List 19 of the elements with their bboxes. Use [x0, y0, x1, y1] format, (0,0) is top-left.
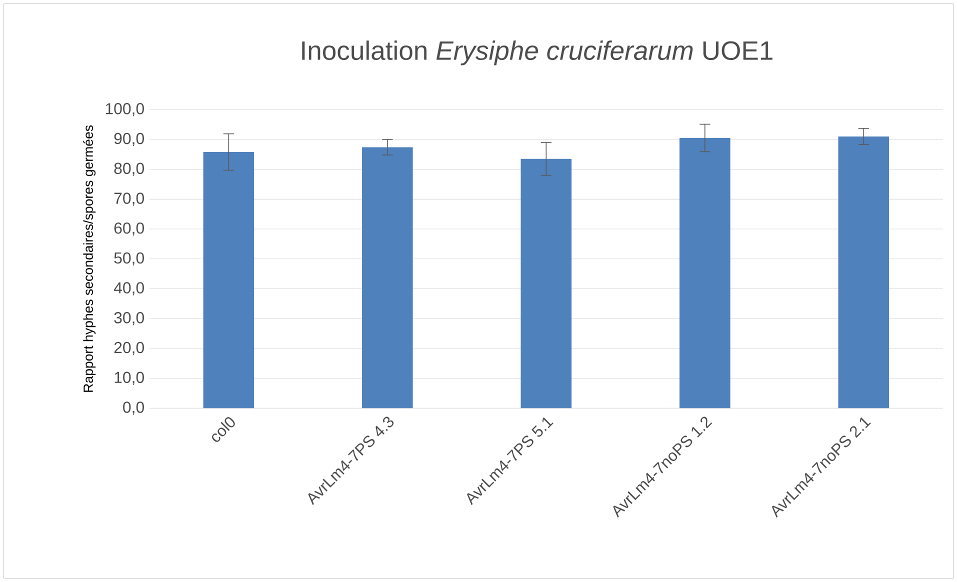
y-tick-label: 40,0: [114, 282, 144, 296]
y-tick-label: 80,0: [114, 162, 144, 176]
bar: [362, 147, 413, 408]
y-tick-label: 50,0: [114, 252, 144, 266]
bar: [520, 158, 572, 408]
bar: [680, 138, 730, 408]
bar: [203, 152, 254, 408]
y-tick-label: 100,0: [106, 103, 144, 116]
x-tick-label: col0: [212, 417, 235, 442]
y-tick-label: 10,0: [114, 372, 144, 385]
y-tick-label: 60,0: [114, 222, 144, 236]
chart-title: Inoculation Erysiphe cruciferarum UOE1: [302, 40, 772, 66]
y-tick-label: 0,0: [123, 402, 144, 415]
bar: [838, 136, 890, 408]
y-tick-label: 90,0: [114, 132, 144, 146]
y-axis-title: Rapport hyphes secondaires/spores germées: [83, 125, 96, 392]
y-tick-label: 70,0: [114, 192, 144, 206]
y-tick-label: 20,0: [114, 342, 144, 356]
y-tick-label: 30,0: [114, 312, 144, 326]
